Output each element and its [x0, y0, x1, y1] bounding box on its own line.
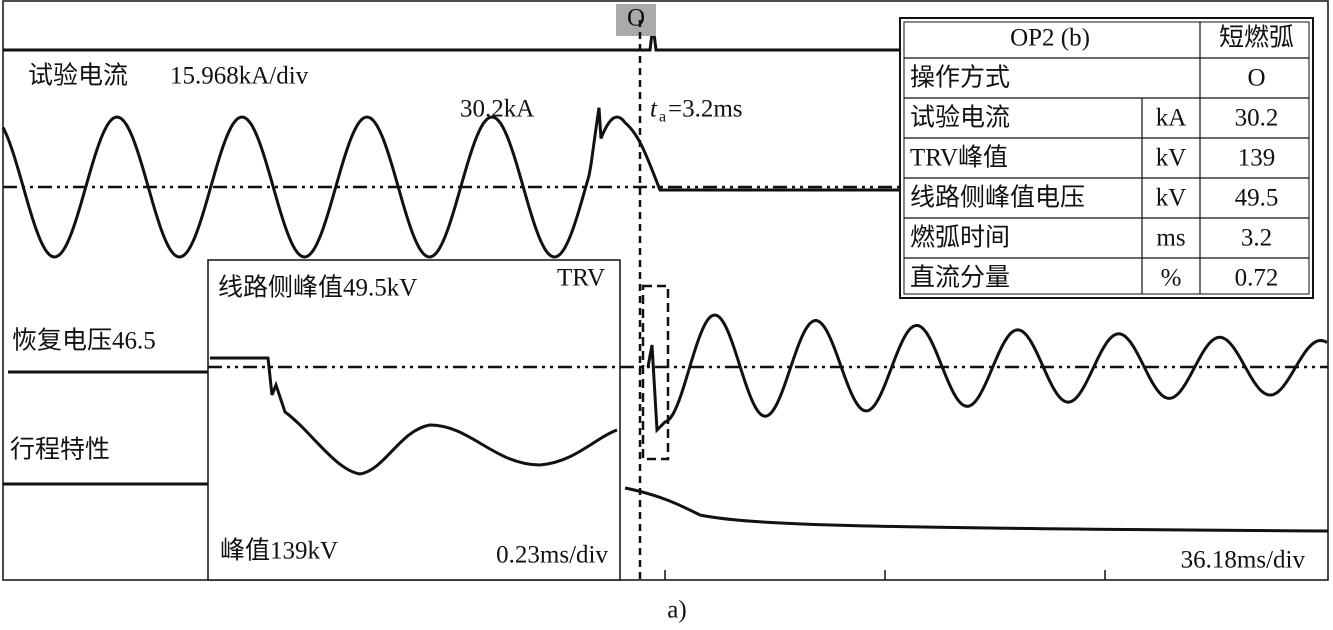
current-label: 试验电流: [28, 62, 128, 90]
inset-peak: 峰值139kV: [220, 537, 338, 565]
caption: a): [667, 597, 686, 624]
row-unit: kV: [1156, 145, 1187, 172]
row-label: 燃弧时间: [910, 224, 1010, 252]
row-value: 49.5: [1235, 185, 1279, 212]
row-value: 3.2: [1241, 225, 1272, 252]
row-label: 试验电流: [910, 104, 1010, 132]
ta-sub: a: [659, 109, 666, 126]
row-label: 线路侧峰值电压: [910, 184, 1085, 212]
current-peak: 30.2kA: [460, 96, 534, 123]
current-scale: 15.968kA/div: [170, 63, 309, 90]
row-value: 30.2: [1235, 105, 1279, 132]
recovery-label: 恢复电压46.5: [12, 327, 156, 355]
row-label: 操作方式: [910, 64, 1010, 92]
marker: O: [627, 5, 645, 32]
row-value: O: [1247, 65, 1265, 92]
row-label: TRV峰值: [910, 144, 1008, 172]
travel-curve: [624, 486, 1329, 533]
table-header: OP2 (b): [1010, 25, 1090, 52]
inset-box: [207, 259, 621, 581]
row-unit: ms: [1156, 225, 1185, 252]
table-border: [899, 17, 1314, 299]
travel-label: 行程特性: [10, 436, 110, 464]
marker-box: [616, 4, 656, 36]
table-inner: [903, 21, 1310, 295]
inset-scale: 0.23ms/div: [496, 542, 608, 569]
zoom-box: [641, 284, 670, 461]
inset-title: TRV: [557, 265, 605, 292]
ta-symbol: t: [650, 96, 658, 123]
ta-value: =3.2ms: [668, 96, 743, 123]
row-unit: kV: [1156, 185, 1187, 212]
row-unit: kA: [1156, 105, 1187, 132]
time-scale: 36.18ms/div: [1181, 547, 1306, 574]
switch-signal: [3, 24, 900, 52]
inset-line-peak: 线路侧峰值49.5kV: [218, 274, 417, 302]
inset-wave: [210, 356, 618, 476]
row-label: 直流分量: [910, 264, 1010, 292]
row-value: 0.72: [1235, 265, 1279, 292]
row-unit: %: [1161, 265, 1182, 292]
table-header: 短燃弧: [1219, 24, 1294, 52]
voltage-wave: [646, 313, 1328, 434]
row-value: 139: [1238, 145, 1276, 172]
current-wave: [1, 107, 900, 259]
